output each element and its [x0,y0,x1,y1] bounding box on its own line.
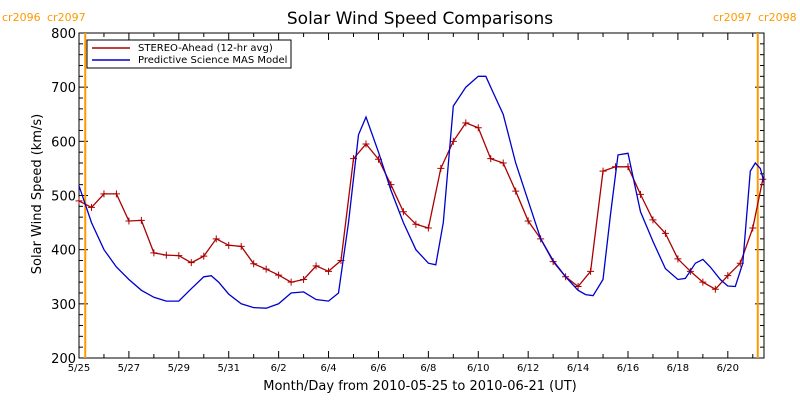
stereo-data-point [262,265,270,273]
stereo-data-point [237,242,245,250]
stereo-data-point [412,220,420,228]
stereo-data-point [462,119,470,127]
carrington-label-right-1: cr2097 [713,11,752,24]
carrington-label-left-2: cr2097 [47,11,86,24]
stereo-data-point [275,271,283,279]
stereo-data-point [187,259,195,267]
stereo-data-point [325,267,333,275]
stereo-data-point [474,124,482,132]
y-tick-label: 200 [51,352,76,367]
x-tick-label: 6/12 [517,363,539,374]
stereo-data-point [75,197,83,205]
stereo-data-point [162,251,170,259]
stereo-data-point [125,217,133,225]
stereo-data-point [175,252,183,260]
stereo-data-point [674,255,682,263]
x-tick-label: 6/8 [420,363,436,374]
y-tick-label: 700 [51,81,76,96]
x-tick-label: 5/25 [68,363,90,374]
stereo-data-point [449,137,457,145]
x-tick-label: 6/4 [320,363,336,374]
stereo-data-point [150,249,158,257]
x-tick-label: 6/6 [370,363,386,374]
stereo-data-point [212,235,220,243]
stereo-data-point [250,260,258,268]
legend-label-stereo: STEREO-Ahead (12-hr avg) [138,43,273,54]
carrington-label-right-2: cr2098 [758,11,797,24]
x-tick-label: 5/27 [118,363,140,374]
stereo-data-point [87,203,95,211]
series-line-mas [78,75,765,309]
stereo-data-point [699,278,707,286]
stereo-data-point [112,190,120,198]
y-tick-label: 500 [51,190,76,205]
stereo-data-point [200,252,208,260]
stereo-data-point [499,159,507,167]
stereo-data-point [487,155,495,163]
y-tick-label: 300 [51,298,76,313]
stereo-data-point [574,283,582,290]
x-tick-label: 6/18 [667,363,689,374]
stereo-data-point [636,190,644,198]
stereo-data-point [724,272,732,280]
x-tick-label: 6/20 [717,363,739,374]
stereo-data-point [661,229,669,237]
stereo-data-point [137,216,145,224]
chart-title: Solar Wind Speed Comparisons [287,9,553,29]
x-axis-label: Month/Day from 2010-05-25 to 2010-06-21 … [263,379,576,394]
carrington-label-left-1: cr2096 [2,11,41,24]
stereo-data-point [599,167,607,175]
stereo-data-point [587,267,595,275]
stereo-data-point [512,187,520,195]
y-tick-label: 600 [51,135,76,150]
stereo-data-point [399,208,407,216]
x-tick-label: 6/10 [467,363,489,374]
x-tick-label: 5/31 [217,363,239,374]
legend: STEREO-Ahead (12-hr avg) Predictive Scie… [86,39,292,69]
y-tick-label: 400 [51,244,76,259]
stereo-data-point [612,163,620,171]
stereo-data-point [524,217,532,225]
x-tick-label: 6/14 [567,363,589,374]
stereo-data-point [100,190,108,198]
series-line-stereo [78,122,764,291]
y-axis-label: Solar Wind Speed (km/s) [30,114,45,274]
stereo-data-point [424,224,432,232]
stereo-data-point [749,224,757,232]
stereo-data-point [649,216,657,224]
stereo-data-point [437,164,445,172]
plot-area: 200 300 400 500 600 700 800 5/25 5/27 5/29 5/31 6/2… [51,27,767,374]
stereo-data-point [362,140,370,148]
y-tick-label: 800 [51,27,76,42]
plot-frame [78,32,765,359]
stereo-data-point [225,241,233,249]
x-tick-label: 5/29 [168,363,190,374]
legend-label-mas: Predictive Science MAS Model [138,55,287,66]
x-tick-label: 6/16 [617,363,639,374]
x-tick-label: 6/2 [271,363,287,374]
stereo-data-point [312,262,320,270]
legend-box [86,39,292,69]
stereo-data-point [287,278,295,286]
stereo-data-point [300,275,308,283]
stereo-data-point [711,285,719,293]
